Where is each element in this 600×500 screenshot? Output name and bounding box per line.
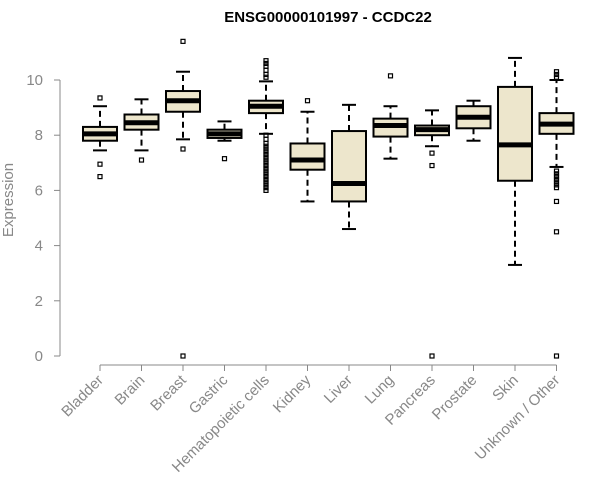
outlier-point [553,353,560,359]
boxes-group [82,38,575,359]
outlier-point [263,140,269,147]
y-tick-label: 4 [35,238,43,255]
y-axis: 0 2 4 6 8 10 [26,72,61,365]
outlier-point [553,171,560,177]
outlier-point [263,165,269,171]
outlier-point [553,185,560,191]
outlier-point [263,136,269,142]
outlier-point [263,74,269,80]
outlier-point [263,149,269,155]
outlier-point [180,38,186,44]
y-tick-label: 0 [35,348,43,365]
outlier-point [553,74,560,80]
box-prostate [455,99,492,142]
x-tick-label: Liver [321,372,356,407]
outlier-point [263,67,269,73]
outlier-point [263,157,269,163]
box-liver [331,103,367,231]
outlier-point [263,160,269,166]
outlier-point [553,229,560,235]
outlier-point [138,157,145,163]
x-tick-label: Lung [362,372,398,408]
outlier-point [263,185,269,191]
outlier-point [429,162,435,169]
outlier-point [263,143,269,149]
outlier-point [553,176,560,182]
box-kidney [289,98,326,203]
outlier-point [97,174,103,180]
box-bladder [82,95,118,180]
box-hematopoietic-cells [248,58,284,193]
outlier-point [263,174,269,180]
outlier-point [263,179,269,185]
outlier-point [180,353,186,359]
y-tick-label: 10 [26,72,43,89]
outlier-point [263,154,269,160]
y-tick-label: 2 [35,293,43,310]
chart-title: ENSG00000101997 - CCDC22 [224,9,432,26]
outlier-point [553,168,560,174]
outlier-point [263,60,269,67]
outlier-point [263,63,269,69]
outlier-point [553,182,560,188]
outlier-point [263,71,269,78]
box-lung [372,73,409,160]
x-tick-label: Bladder [58,372,107,421]
outlier-point [263,58,269,64]
outlier-point [553,179,560,185]
outlier-point [387,73,394,79]
x-tick-label: Breast [147,371,190,414]
outlier-point [304,98,311,104]
iqr-box [497,85,533,182]
outlier-point [180,146,186,152]
box-breast [165,38,201,359]
outlier-point [263,176,269,182]
y-tick-label: 6 [35,182,43,199]
outlier-point [429,353,435,359]
iqr-box [331,130,367,203]
outlier-point [553,71,560,78]
box-unknown-other [538,69,575,359]
y-axis-label: Expression [0,163,17,237]
outlier-point [97,161,103,167]
outlier-point [263,171,269,177]
box-skin [497,56,533,266]
outlier-point [263,168,269,174]
outlier-point [553,69,560,75]
outlier-point [263,162,269,169]
box-gastric [206,120,243,162]
outlier-point [429,150,435,156]
y-tick-label: 8 [35,127,43,144]
outlier-point [553,174,560,180]
outlier-point [553,198,560,205]
outlier-point [263,182,269,188]
x-tick-label: Skin [489,372,522,405]
outlier-point [263,146,269,152]
iqr-box [289,142,326,171]
outlier-point [221,156,228,162]
x-tick-label: Brain [112,372,149,409]
box-pancreas [414,109,450,359]
outlier-point [263,187,269,193]
outlier-point [263,151,269,158]
outlier-point [97,95,103,101]
x-tick-label: Prostate [429,372,481,424]
box-brain [123,98,160,163]
x-tick-label: Kidney [270,371,315,416]
